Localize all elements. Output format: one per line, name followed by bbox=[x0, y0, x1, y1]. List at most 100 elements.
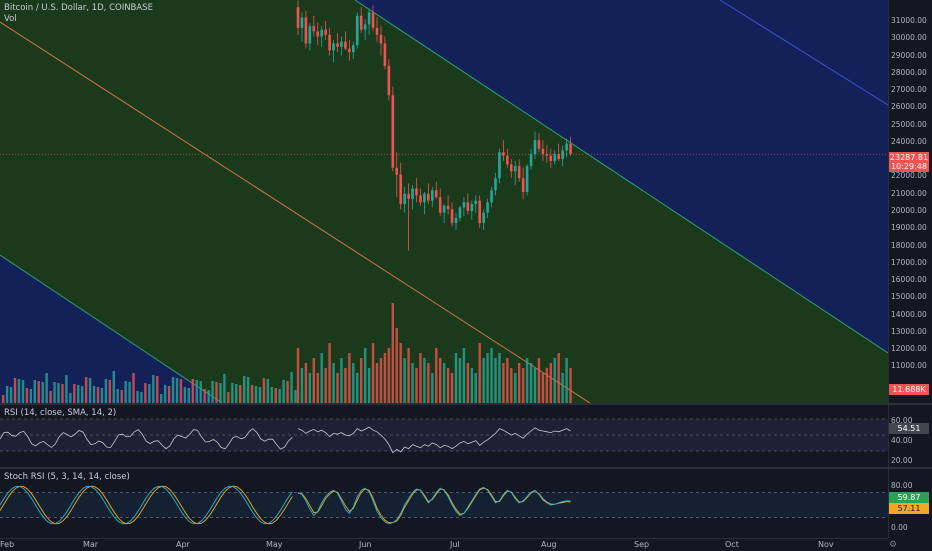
volume-bar bbox=[348, 353, 351, 403]
volume-bar bbox=[124, 381, 127, 403]
volume-bar bbox=[294, 390, 297, 403]
volume-bar bbox=[140, 392, 143, 403]
candle-body bbox=[486, 202, 489, 213]
candle-body bbox=[541, 148, 545, 154]
time-scale[interactable] bbox=[0, 538, 888, 551]
volume-bar bbox=[363, 348, 367, 403]
candle-body bbox=[442, 205, 446, 213]
volume-bar bbox=[195, 380, 198, 403]
volume-bar bbox=[148, 384, 151, 403]
settings-gear-icon[interactable]: ⚙ bbox=[889, 540, 898, 550]
volume-bar bbox=[474, 373, 477, 403]
volume-bar bbox=[25, 388, 29, 403]
stoch-rsi-legend[interactable]: Stoch RSI (5, 3, 14, 14, close) bbox=[4, 472, 130, 482]
price-tick: 25000.00 bbox=[891, 119, 927, 129]
volume-bar bbox=[33, 380, 36, 403]
time-label: Feb bbox=[0, 540, 15, 549]
volume-bar bbox=[502, 363, 505, 403]
stoch-background bbox=[0, 470, 888, 538]
volume-bar bbox=[9, 387, 13, 403]
volume-bar bbox=[77, 385, 80, 403]
volume-bar bbox=[352, 363, 355, 403]
price-tick: 19000.00 bbox=[891, 223, 927, 233]
candle-body bbox=[510, 164, 513, 172]
volume-bar bbox=[152, 375, 155, 403]
price-tick: 31000.00 bbox=[891, 16, 927, 25]
candle-body bbox=[462, 202, 466, 208]
candle-body bbox=[506, 155, 509, 165]
stoch-tick: 80.00 bbox=[891, 481, 913, 490]
volume-bar bbox=[407, 348, 410, 403]
candle-body bbox=[300, 17, 304, 28]
volume-bar bbox=[144, 383, 147, 403]
volume-bar bbox=[450, 373, 454, 403]
volume-bar bbox=[296, 348, 300, 403]
candle-body bbox=[359, 15, 363, 30]
stoch-rsi-chart[interactable] bbox=[0, 470, 888, 538]
candle-body bbox=[466, 202, 470, 211]
rsi-background bbox=[0, 406, 888, 468]
volume-bar bbox=[498, 353, 501, 403]
volume-bar bbox=[69, 393, 72, 403]
volume-bar bbox=[274, 388, 277, 403]
volume-bar bbox=[340, 358, 343, 403]
volume-bar bbox=[116, 389, 119, 403]
candle-body bbox=[427, 193, 430, 201]
rsi-line bbox=[297, 426, 571, 454]
volume-bar bbox=[371, 343, 375, 403]
candle-body bbox=[434, 190, 438, 198]
volume-bar bbox=[49, 391, 52, 403]
candle-body bbox=[525, 166, 529, 192]
volume-bar bbox=[242, 376, 246, 403]
candle-body bbox=[474, 200, 478, 205]
rsi-chart[interactable] bbox=[0, 406, 888, 468]
volume-bar bbox=[215, 382, 218, 403]
volume-legend[interactable]: Vol bbox=[4, 14, 17, 24]
volume-bar bbox=[316, 373, 319, 403]
rsi-tick: 40.00 bbox=[891, 436, 913, 445]
candle-body bbox=[521, 178, 525, 192]
candle-body bbox=[312, 26, 316, 32]
price-tick: 28000.00 bbox=[891, 67, 927, 77]
candle-body bbox=[423, 193, 426, 203]
volume-bar bbox=[5, 386, 9, 403]
volume-bar bbox=[73, 384, 76, 403]
volume-bar bbox=[219, 383, 222, 403]
volume-bar bbox=[290, 372, 293, 403]
volume-bar bbox=[356, 373, 359, 403]
volume-bar bbox=[561, 373, 564, 403]
stoch-band bbox=[0, 492, 888, 518]
rsi-legend[interactable]: RSI (14, close, SMA, 14, 2) bbox=[4, 408, 117, 418]
price-tick: 29000.00 bbox=[891, 50, 927, 60]
time-label: Mar bbox=[83, 540, 99, 549]
symbol-legend[interactable]: Bitcoin / U.S. Dollar, 1D, COINBASE bbox=[4, 3, 153, 13]
stoch-k-badge: 59.87 bbox=[889, 492, 929, 503]
price-tick: 27000.00 bbox=[891, 85, 927, 95]
price-scale[interactable] bbox=[888, 0, 932, 538]
volume-bar bbox=[29, 389, 33, 403]
volume-bar bbox=[391, 303, 394, 403]
candle-body bbox=[419, 195, 422, 203]
price-tick: 16000.00 bbox=[891, 275, 927, 285]
price-tick: 26000.00 bbox=[891, 102, 927, 112]
volume-bar bbox=[403, 358, 406, 403]
volume-bar bbox=[521, 368, 525, 403]
candle-body bbox=[561, 150, 564, 160]
pane-separator[interactable] bbox=[0, 467, 932, 469]
volume-bar bbox=[442, 363, 446, 403]
volume-bar bbox=[328, 343, 331, 403]
candle-body bbox=[569, 143, 572, 155]
pane-separator[interactable] bbox=[0, 403, 932, 405]
volume-bar bbox=[537, 358, 541, 403]
candle-body bbox=[517, 166, 521, 179]
volume-bar bbox=[344, 368, 347, 403]
volume-bar bbox=[470, 368, 473, 403]
rsi-line-early bbox=[0, 428, 293, 450]
volume-bar bbox=[419, 353, 422, 403]
volume-bar bbox=[163, 385, 167, 403]
last-price-value: 23287.81 bbox=[889, 153, 929, 162]
volume-bar bbox=[175, 378, 179, 403]
candle-body bbox=[470, 204, 474, 211]
channel-midline bbox=[0, 21, 591, 403]
price-chart[interactable] bbox=[0, 0, 888, 403]
